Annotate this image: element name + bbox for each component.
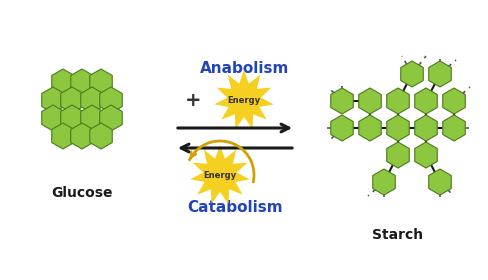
Text: Glucose: Glucose [51,186,113,200]
Polygon shape [61,87,83,113]
Polygon shape [386,88,408,114]
Polygon shape [41,87,64,113]
Polygon shape [414,142,436,168]
Polygon shape [52,123,74,149]
Polygon shape [100,105,122,131]
Polygon shape [414,88,436,114]
Polygon shape [214,70,273,129]
Polygon shape [100,87,122,113]
Polygon shape [372,169,394,195]
Text: Energy: Energy [227,95,260,104]
Text: Anabolism: Anabolism [200,60,289,76]
Polygon shape [358,88,381,114]
Polygon shape [330,115,352,141]
Polygon shape [190,145,249,204]
Polygon shape [52,69,74,95]
Polygon shape [90,69,112,95]
Polygon shape [358,115,381,141]
Polygon shape [71,123,93,149]
Text: +: + [184,90,201,109]
Polygon shape [400,61,423,87]
Polygon shape [414,115,436,141]
Text: Catabolism: Catabolism [187,200,282,216]
Polygon shape [41,105,64,131]
Polygon shape [442,88,464,114]
Polygon shape [71,69,93,95]
Text: Starch: Starch [372,228,423,242]
Polygon shape [81,87,103,113]
Polygon shape [90,123,112,149]
Text: Energy: Energy [203,171,236,179]
Polygon shape [61,105,83,131]
Polygon shape [386,115,408,141]
Polygon shape [442,115,464,141]
Polygon shape [81,105,103,131]
Polygon shape [428,61,450,87]
Polygon shape [330,88,352,114]
Polygon shape [428,169,450,195]
Polygon shape [386,142,408,168]
